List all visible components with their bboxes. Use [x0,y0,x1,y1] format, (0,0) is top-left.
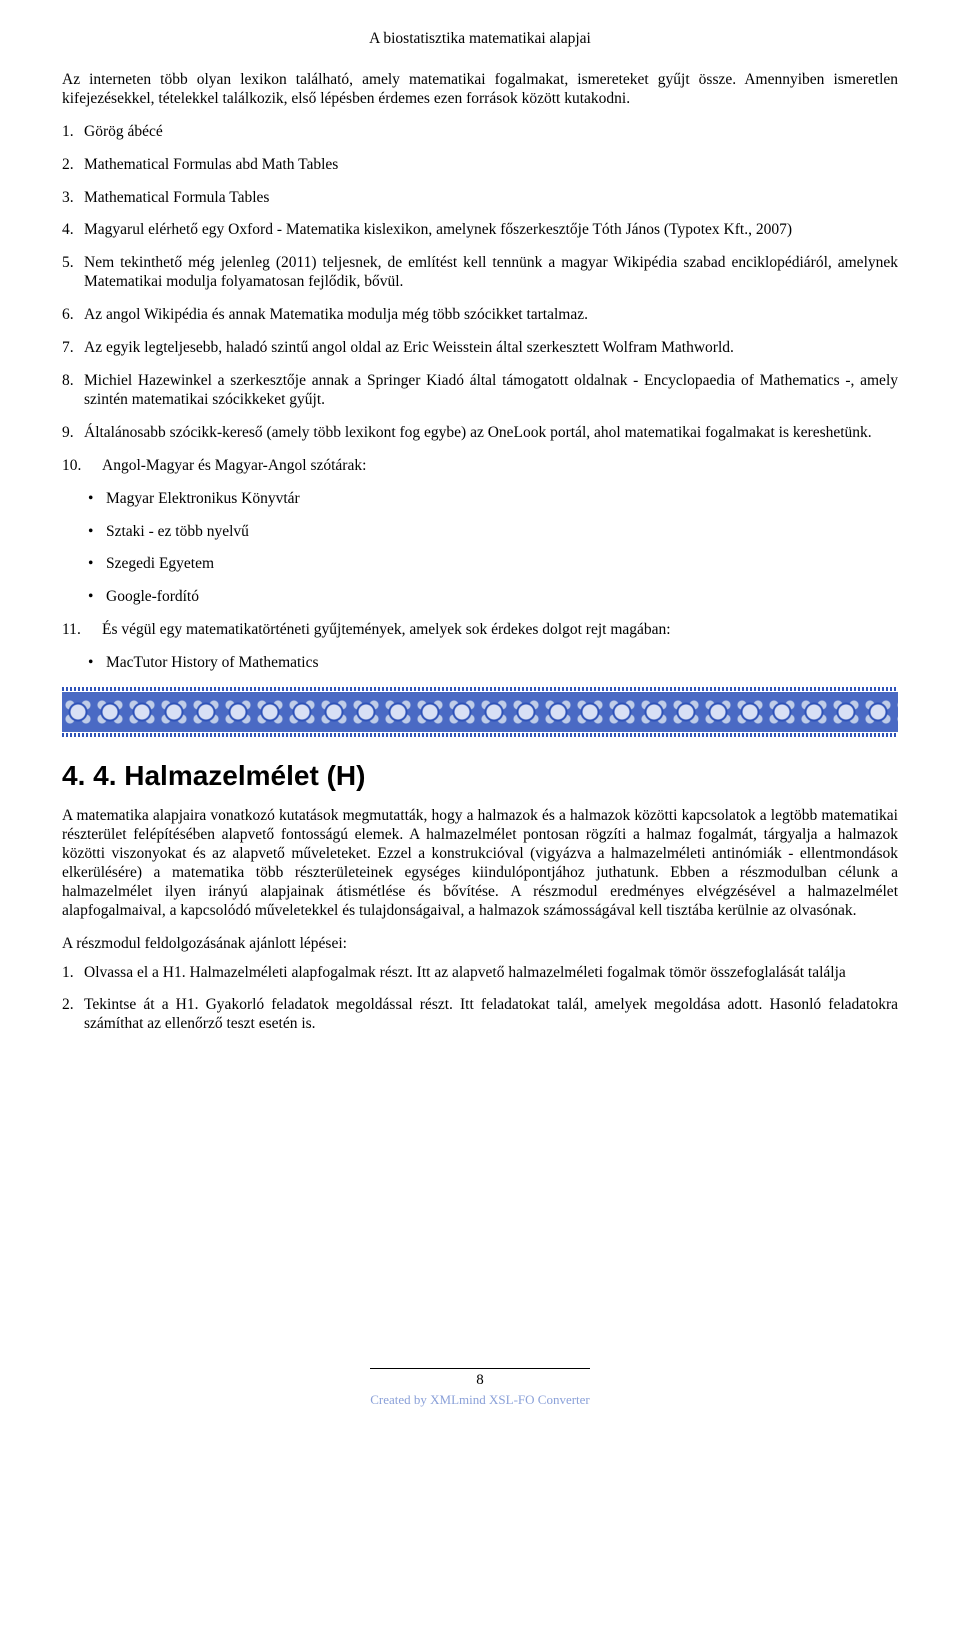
list-item: Michiel Hazewinkel a szerkesztője annak … [62,372,898,410]
bullet-text: Magyar Elektronikus Könyvtár [106,490,300,507]
list-item-text: Az angol Wikipédia és annak Matematika m… [84,306,588,323]
history-sublist: MacTutor History of Mathematics [62,654,898,673]
list-item: És végül egy matematikatörténeti gyűjtem… [62,621,898,640]
credit-link: XMLmind XSL-FO Converter [430,1392,590,1407]
decorative-border [62,687,898,737]
resource-list-11: És végül egy matematikatörténeti gyűjtem… [62,621,898,640]
list-item: Mathematical Formula Tables [62,189,898,208]
bullet-text: Google-fordító [106,588,199,605]
steps-list: Olvassa el a H1. Halmazelméleti alapfoga… [62,964,898,1035]
bullet-item: Szegedi Egyetem [88,555,898,574]
section-heading: 4. 4. Halmazelmélet (H) [62,759,898,793]
list-item: Mathematical Formulas abd Math Tables [62,156,898,175]
bullet-item: Sztaki - ez több nyelvű [88,523,898,542]
section-intro: A matematika alapjaira vonatkozó kutatás… [62,807,898,920]
list-item: Magyarul elérhető egy Oxford - Matematik… [62,221,898,240]
list-item: Az egyik legteljesebb, haladó szintű ang… [62,339,898,358]
list-item-text: Görög ábécé [84,123,163,140]
bullet-text: Sztaki - ez több nyelvű [106,523,249,540]
bullet-item: Google-fordító [88,588,898,607]
list-item: Görög ábécé [62,123,898,142]
bullet-text: MacTutor History of Mathematics [106,654,319,671]
list-item: Olvassa el a H1. Halmazelméleti alapfoga… [62,964,898,983]
resource-list-10-11: Angol-Magyar és Magyar-Angol szótárak: [62,457,898,476]
list-item-text: Általánosabb szócikk-kereső (amely több … [84,424,872,441]
list-item-text: Az egyik legteljesebb, haladó szintű ang… [84,339,734,356]
bullet-item: MacTutor History of Mathematics [88,654,898,673]
bullet-text: Szegedi Egyetem [106,555,214,572]
footer-credit: Created by XMLmind XSL-FO Converter [0,1392,960,1408]
list-item-text: Olvassa el a H1. Halmazelméleti alapfoga… [84,964,846,981]
resource-list-1-9: Görög ábécé Mathematical Formulas abd Ma… [62,123,898,443]
list-item: Az angol Wikipédia és annak Matematika m… [62,306,898,325]
footer-rule [370,1368,590,1369]
list-item: Általánosabb szócikk-kereső (amely több … [62,424,898,443]
list-item-text: Angol-Magyar és Magyar-Angol szótárak: [102,457,366,474]
list-item-text: És végül egy matematikatörténeti gyűjtem… [102,621,671,638]
credit-prefix: Created by [370,1392,430,1407]
list-item-text: Tekintse át a H1. Gyakorló feladatok meg… [84,996,898,1032]
dictionary-sublist: Magyar Elektronikus Könyvtár Sztaki - ez… [62,490,898,608]
steps-heading: A részmodul feldolgozásának ajánlott lép… [62,935,898,954]
list-item-text: Nem tekinthető még jelenleg (2011) telje… [84,254,898,290]
bullet-item: Magyar Elektronikus Könyvtár [88,490,898,509]
page-number: 8 [0,1371,960,1389]
list-item-text: Mathematical Formula Tables [84,189,269,206]
list-item-text: Michiel Hazewinkel a szerkesztője annak … [84,372,898,408]
list-item-text: Magyarul elérhető egy Oxford - Matematik… [84,221,792,238]
list-item: Nem tekinthető még jelenleg (2011) telje… [62,254,898,292]
list-item: Tekintse át a H1. Gyakorló feladatok meg… [62,996,898,1034]
list-item: Angol-Magyar és Magyar-Angol szótárak: [62,457,898,476]
list-item-text: Mathematical Formulas abd Math Tables [84,156,338,173]
intro-paragraph: Az interneten több olyan lexikon találha… [62,71,898,109]
page-footer: 8 Created by XMLmind XSL-FO Converter [0,1371,960,1419]
running-header: A biostatisztika matematikai alapjai [62,30,898,49]
